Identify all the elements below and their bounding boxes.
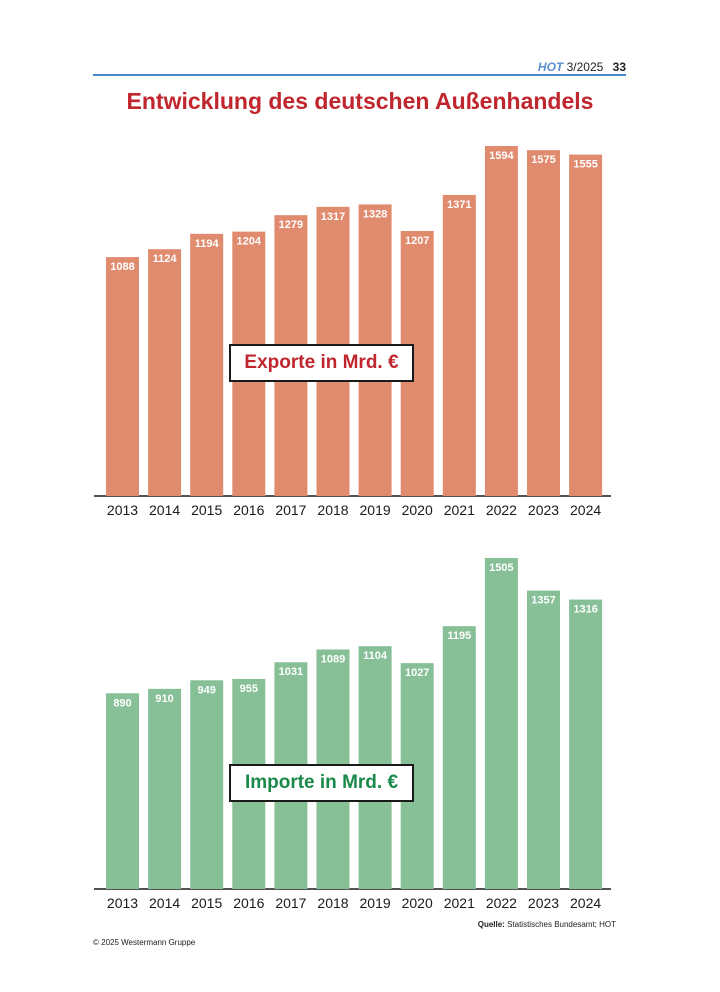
export-chart: 1088 2013 1124 2014 1194 2015 1204 2016 1279 2017… xyxy=(94,146,611,518)
tick-label-2015: 2015 xyxy=(191,502,222,518)
page-number: 33 xyxy=(612,60,626,74)
bar-2014 xyxy=(148,249,182,496)
bar-2021 xyxy=(442,626,476,889)
bar-2013 xyxy=(106,693,139,889)
tick-label-2020: 2020 xyxy=(402,502,433,518)
bar-2024 xyxy=(569,599,603,889)
tick-label-2014: 2014 xyxy=(149,895,180,911)
tick-label-2013: 2013 xyxy=(107,502,138,518)
bar-2013 xyxy=(106,257,139,496)
data-label-2019: 1104 xyxy=(363,650,388,662)
import-chart-label: Importe in Mrd. € xyxy=(229,764,414,802)
tick-label-2019: 2019 xyxy=(360,895,391,911)
header-rule xyxy=(93,74,626,76)
data-label-2020: 1207 xyxy=(405,235,429,247)
tick-label-2022: 2022 xyxy=(486,895,517,911)
bar-2024 xyxy=(569,154,603,496)
bar-2023 xyxy=(527,150,560,497)
export-chart-label: Exporte in Mrd. € xyxy=(229,344,414,382)
tick-label-2022: 2022 xyxy=(486,502,517,518)
data-label-2021: 1195 xyxy=(447,630,471,642)
data-label-2016: 1204 xyxy=(237,236,262,248)
bar-2023 xyxy=(527,590,560,889)
tick-label-2017: 2017 xyxy=(275,502,306,518)
import-chart: 890 2013 910 2014 949 2015 955 2016 1031 2017 1089… xyxy=(94,558,611,911)
bar-2021 xyxy=(442,194,476,496)
tick-label-2016: 2016 xyxy=(233,502,264,518)
tick-label-2024: 2024 xyxy=(570,895,601,911)
data-label-2021: 1371 xyxy=(447,199,471,211)
copyright: © 2025 Westermann Gruppe xyxy=(93,938,196,947)
data-label-2013: 890 xyxy=(113,697,131,709)
data-label-2023: 1575 xyxy=(531,154,555,166)
bar-2022 xyxy=(484,558,518,889)
header-meta: HOT 3/2025 33 xyxy=(538,60,626,74)
tick-label-2023: 2023 xyxy=(528,895,559,911)
data-label-2015: 949 xyxy=(198,684,216,696)
data-label-2018: 1089 xyxy=(321,653,345,665)
data-label-2024: 1316 xyxy=(573,604,597,616)
tick-label-2015: 2015 xyxy=(191,895,222,911)
bar-2015 xyxy=(190,680,224,889)
source-note: Quelle: Statistisches Bundesamt; HOT xyxy=(478,920,616,929)
data-label-2013: 1088 xyxy=(110,261,134,273)
issue-number: 3/2025 xyxy=(566,60,604,74)
data-label-2017: 1279 xyxy=(279,219,303,231)
tick-label-2018: 2018 xyxy=(317,502,348,518)
data-label-2022: 1594 xyxy=(489,150,514,162)
bar-2014 xyxy=(148,688,182,889)
tick-label-2018: 2018 xyxy=(317,895,348,911)
tick-label-2021: 2021 xyxy=(444,895,475,911)
page-header: HOT 3/2025 33 xyxy=(93,60,626,76)
tick-label-2013: 2013 xyxy=(107,895,138,911)
data-label-2023: 1357 xyxy=(531,595,555,607)
data-label-2022: 1505 xyxy=(489,562,513,574)
tick-label-2023: 2023 xyxy=(528,502,559,518)
page-title: Entwicklung des deutschen Außenhandels xyxy=(126,88,594,114)
data-label-2014: 910 xyxy=(155,693,173,705)
data-label-2014: 1124 xyxy=(153,253,178,265)
data-label-2019: 1328 xyxy=(363,208,387,220)
tick-label-2017: 2017 xyxy=(275,895,306,911)
data-label-2017: 1031 xyxy=(279,666,303,678)
source-label: Quelle: xyxy=(477,920,505,929)
data-label-2016: 955 xyxy=(240,683,258,695)
source-text: Statistisches Bundesamt; HOT xyxy=(504,920,616,929)
brand-logo: HOT xyxy=(537,60,564,74)
data-label-2015: 1194 xyxy=(195,238,220,250)
bar-2022 xyxy=(484,146,518,496)
tick-label-2019: 2019 xyxy=(360,502,391,518)
tick-label-2014: 2014 xyxy=(149,502,180,518)
tick-label-2024: 2024 xyxy=(570,502,601,518)
tick-label-2020: 2020 xyxy=(402,895,433,911)
data-label-2018: 1317 xyxy=(321,211,345,223)
tick-label-2021: 2021 xyxy=(444,502,475,518)
data-label-2024: 1555 xyxy=(573,159,597,171)
bar-2015 xyxy=(190,233,224,497)
tick-label-2016: 2016 xyxy=(233,895,264,911)
data-label-2020: 1027 xyxy=(405,667,429,679)
